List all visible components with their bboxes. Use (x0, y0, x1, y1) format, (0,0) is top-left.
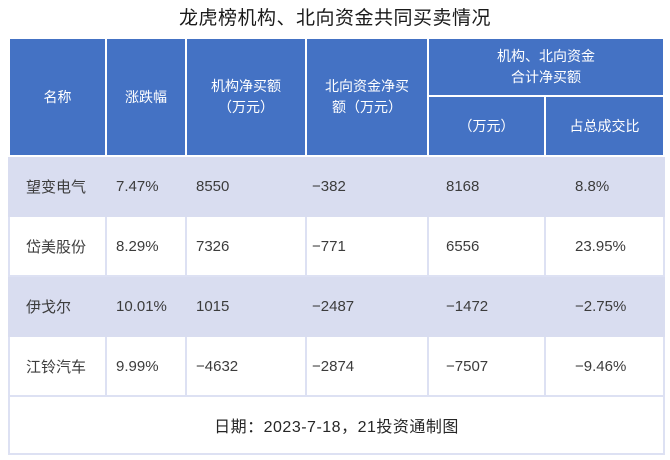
cell-stock-name: 伊戈尔 (8, 275, 107, 337)
cell-inst-net-buy: 8550 (185, 155, 307, 217)
header-row-main: 名称 涨跌幅 机构净买额 （万元） 北向资金净买 额（万元） 机构、北向资金 合… (8, 37, 665, 157)
table-row: 望变电气 7.47% 8550 −382 8168 8.8% (8, 155, 665, 217)
header-name: 名称 (8, 37, 107, 157)
table-body: 望变电气 7.47% 8550 −382 8168 8.8% 岱美股份 8.29… (8, 155, 665, 397)
cell-combined-ratio: −9.46% (544, 335, 665, 397)
cell-inst-net-buy: 1015 (185, 275, 307, 337)
footer-note: 日期：2023-7-18，21投资通制图 (8, 395, 665, 455)
cell-change-pct: 7.47% (105, 155, 187, 217)
header-line: （万元） (218, 99, 274, 115)
table-header: 名称 涨跌幅 机构净买额 （万元） 北向资金净买 额（万元） 机构、北向资金 合… (8, 37, 665, 157)
header-line: 机构、北向资金 (497, 48, 595, 64)
cell-change-pct: 10.01% (105, 275, 187, 337)
cell-change-pct: 8.29% (105, 215, 187, 277)
header-line: 机构净买额 (211, 78, 281, 94)
cell-north-net-buy: −2487 (305, 275, 429, 337)
cell-inst-net-buy: −4632 (185, 335, 307, 397)
cell-combined-amount: 8168 (427, 155, 546, 217)
cell-combined-ratio: −2.75% (544, 275, 665, 337)
header-combined-ratio: 占总成交比 (544, 95, 665, 157)
cell-stock-name: 江铃汽车 (8, 335, 107, 397)
footer-row: 日期：2023-7-18，21投资通制图 (8, 395, 665, 455)
header-combined-group: 机构、北向资金 合计净买额 (427, 37, 665, 97)
cell-combined-amount: −1472 (427, 275, 546, 337)
cell-combined-amount: −7507 (427, 335, 546, 397)
cell-stock-name: 望变电气 (8, 155, 107, 217)
data-table: 名称 涨跌幅 机构净买额 （万元） 北向资金净买 额（万元） 机构、北向资金 合… (8, 37, 665, 455)
header-north-net-buy: 北向资金净买 额（万元） (305, 37, 429, 157)
cell-change-pct: 9.99% (105, 335, 187, 397)
cell-combined-amount: 6556 (427, 215, 546, 277)
table-row: 岱美股份 8.29% 7326 −771 6556 23.95% (8, 215, 665, 277)
header-combined-amount: （万元） (427, 95, 546, 157)
header-row-sub: （万元） 占总成交比 (9, 95, 665, 157)
header-line: 额（万元） (332, 99, 402, 115)
table-row: 伊戈尔 10.01% 1015 −2487 −1472 −2.75% (8, 275, 665, 337)
header-line: 合计净买额 (511, 69, 581, 85)
cell-combined-ratio: 8.8% (544, 155, 665, 217)
header-line: 北向资金净买 (325, 78, 409, 94)
cell-north-net-buy: −771 (305, 215, 429, 277)
header-change: 涨跌幅 (105, 37, 187, 157)
cell-combined-ratio: 23.95% (544, 215, 665, 277)
table-footer: 日期：2023-7-18，21投资通制图 (8, 395, 665, 455)
cell-north-net-buy: −2874 (305, 335, 429, 397)
cell-inst-net-buy: 7326 (185, 215, 307, 277)
header-inst-net-buy: 机构净买额 （万元） (185, 37, 307, 157)
table-row: 江铃汽车 9.99% −4632 −2874 −7507 −9.46% (8, 335, 665, 397)
cell-north-net-buy: −382 (305, 155, 429, 217)
cell-stock-name: 岱美股份 (8, 215, 107, 277)
chart-title: 龙虎榜机构、北向资金共同买卖情况 (178, 8, 491, 29)
